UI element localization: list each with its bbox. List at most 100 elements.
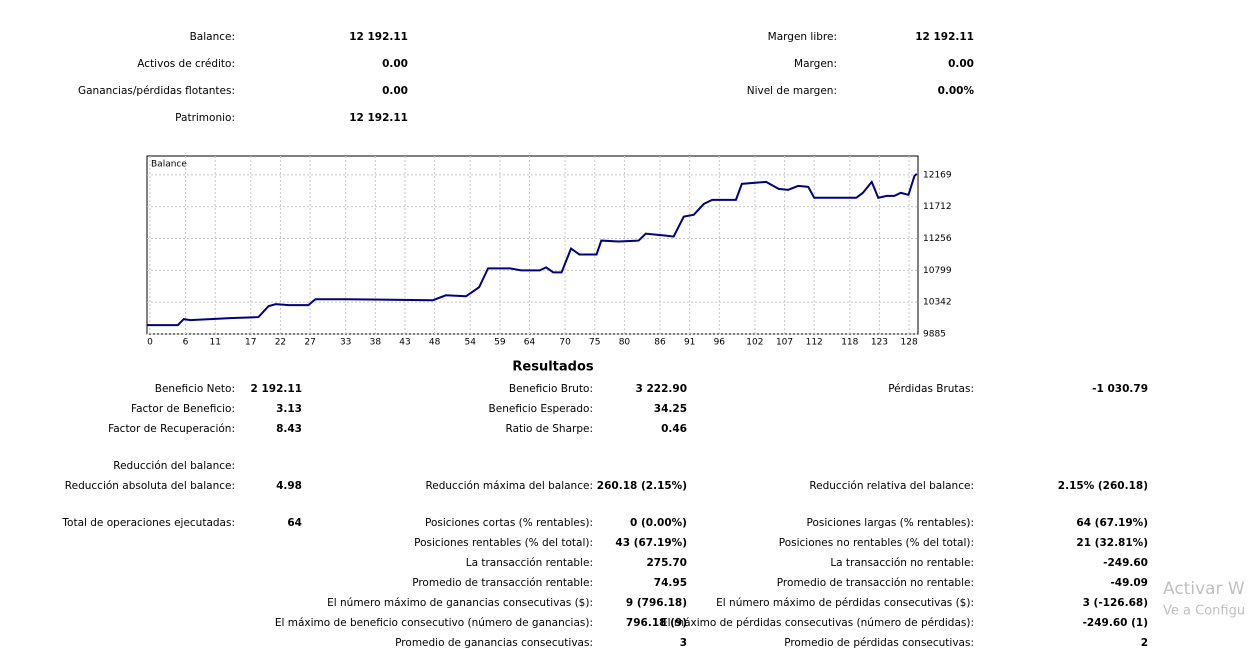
result-value: 9 (796.18): [626, 597, 687, 609]
result-value: 0.46: [661, 423, 687, 435]
y-tick-label: 11712: [923, 202, 952, 212]
result-label: Factor de Beneficio:: [131, 403, 235, 415]
result-value: -49.09: [1110, 577, 1148, 589]
result-value: 43 (67.19%): [615, 537, 687, 549]
result-label: Reducción máxima del balance:: [425, 480, 593, 492]
result-value: 2: [1141, 637, 1148, 649]
result-label: Reducción del balance:: [113, 460, 235, 472]
x-tick-label: 123: [871, 338, 888, 348]
x-tick-label: 75: [589, 338, 600, 348]
result-value: 2.15% (260.18): [1058, 480, 1148, 492]
result-value: 64: [287, 517, 302, 529]
result-label: Ratio de Sharpe:: [506, 423, 594, 435]
result-label: Posiciones cortas (% rentables):: [425, 517, 593, 529]
result-label: Posiciones no rentables (% del total):: [779, 537, 974, 549]
x-tick-label: 6: [183, 338, 189, 348]
result-value: 4.98: [276, 480, 302, 492]
x-tick-label: 91: [684, 338, 695, 348]
result-label: Promedio de ganancias consecutivas:: [395, 637, 593, 649]
x-tick-label: 96: [714, 338, 726, 348]
summary-label: Ganancias/pérdidas flotantes:: [78, 85, 235, 97]
chart-title: Balance: [151, 160, 187, 170]
x-tick-label: 102: [746, 338, 763, 348]
result-label: Factor de Recuperación:: [108, 423, 235, 435]
result-value: 275.70: [646, 557, 687, 569]
result-value: 64 (67.19%): [1076, 517, 1148, 529]
summary-value: 0.00%: [938, 85, 975, 97]
result-label: Promedio de pérdidas consecutivas:: [784, 637, 974, 649]
result-label: Promedio de transacción no rentable:: [777, 577, 974, 589]
summary-value: 12 192.11: [349, 31, 408, 43]
x-tick-label: 22: [275, 338, 286, 348]
result-value: 0 (0.00%): [630, 517, 687, 529]
summary-label: Margen libre:: [768, 31, 837, 43]
summary-label: Patrimonio:: [175, 112, 235, 124]
results-title: Resultados: [512, 360, 593, 375]
x-tick-label: 11: [209, 338, 220, 348]
result-label: Pérdidas Brutas:: [888, 383, 974, 395]
result-label: Promedio de transacción rentable:: [412, 577, 593, 589]
x-tick-label: 17: [245, 338, 256, 348]
y-tick-label: 11256: [923, 234, 952, 244]
x-tick-label: 86: [654, 338, 666, 348]
result-value: 3 (-126.68): [1083, 597, 1148, 609]
result-value: 2 192.11: [251, 383, 302, 395]
x-tick-label: 118: [841, 338, 858, 348]
summary-label: Activos de crédito:: [137, 58, 235, 70]
x-tick-label: 64: [524, 338, 536, 348]
x-tick-label: 80: [619, 338, 631, 348]
x-tick-label: 107: [776, 338, 793, 348]
result-value: 8.43: [276, 423, 302, 435]
result-value: 3 222.90: [636, 383, 687, 395]
summary-value: 12 192.11: [349, 112, 408, 124]
x-tick-label: 43: [399, 338, 410, 348]
x-tick-label: 27: [304, 338, 315, 348]
x-tick-label: 59: [494, 338, 506, 348]
result-label: El número máximo de pérdidas consecutiva…: [716, 597, 974, 609]
result-value: -249.60 (1): [1083, 617, 1148, 629]
x-tick-label: 128: [901, 338, 918, 348]
result-label: Reducción absoluta del balance:: [65, 480, 235, 492]
result-value: 3: [680, 637, 687, 649]
watermark-subtitle: Ve a Configu: [1163, 604, 1245, 619]
result-value: 21 (32.81%): [1076, 537, 1148, 549]
x-tick-label: 48: [429, 338, 441, 348]
result-label: Beneficio Neto:: [155, 383, 235, 395]
y-tick-label: 10342: [923, 298, 952, 308]
result-value: -1 030.79: [1092, 383, 1148, 395]
result-label: El máximo de pérdidas consecutivas (núme…: [661, 617, 974, 629]
summary-value: 0.00: [382, 58, 408, 70]
result-label: Beneficio Esperado:: [489, 403, 593, 415]
result-label: Total de operaciones ejecutadas:: [61, 517, 235, 529]
result-value: 796.18 (9): [626, 617, 687, 629]
result-label: Posiciones largas (% rentables):: [806, 517, 974, 529]
balance-line: [147, 173, 918, 327]
x-tick-label: 112: [806, 338, 823, 348]
summary-label: Margen:: [794, 58, 837, 70]
result-label: El número máximo de ganancias consecutiv…: [327, 597, 593, 609]
y-tick-label: 12169: [923, 170, 952, 180]
result-label: La transacción rentable:: [466, 557, 593, 569]
result-value: -249.60: [1103, 557, 1148, 569]
result-label: Reducción relativa del balance:: [809, 480, 974, 492]
result-value: 3.13: [276, 403, 302, 415]
x-tick-label: 38: [370, 338, 382, 348]
y-tick-label: 10799: [923, 266, 952, 276]
result-label: Posiciones rentables (% del total):: [414, 537, 593, 549]
summary-label: Nivel de margen:: [747, 85, 837, 97]
x-tick-label: 54: [465, 338, 477, 348]
result-label: La transacción no rentable:: [830, 557, 974, 569]
x-tick-label: 33: [340, 338, 351, 348]
result-label: Beneficio Bruto:: [509, 383, 593, 395]
watermark-title: Activar W: [1163, 579, 1245, 599]
summary-value: 12 192.11: [915, 31, 974, 43]
x-tick-label: 70: [559, 338, 571, 348]
summary-label: Balance:: [190, 31, 235, 43]
result-value: 34.25: [654, 403, 687, 415]
chart-frame: [146, 155, 919, 335]
summary-value: 0.00: [948, 58, 974, 70]
y-tick-label: 9885: [923, 330, 946, 340]
x-tick-label: 0: [147, 338, 153, 348]
